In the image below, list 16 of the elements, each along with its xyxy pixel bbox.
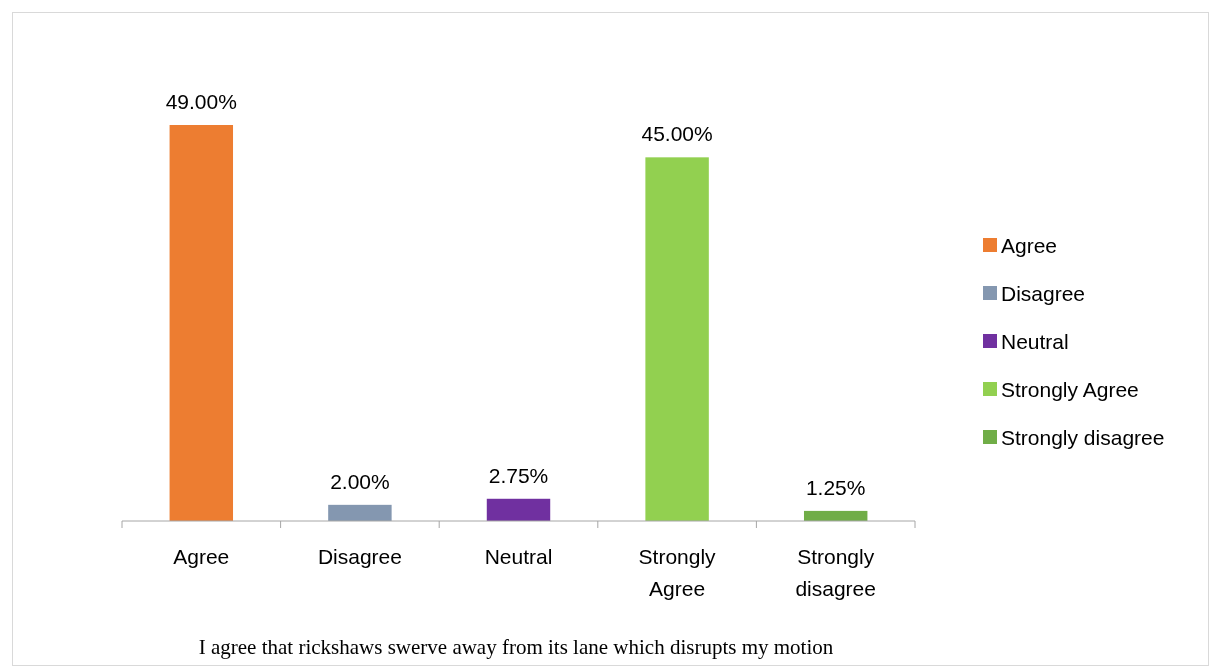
legend-label: Strongly Agree [1001, 378, 1139, 401]
data-label: 49.00% [165, 90, 237, 113]
data-label: 45.00% [641, 122, 713, 146]
x-tick-label: Agree [173, 545, 230, 568]
x-tick-label: Strongly Agree [638, 545, 717, 600]
x-tick-label: Disagree [317, 545, 402, 568]
x-tick-label: Neutral [484, 545, 553, 568]
legend-label: Disagree [1001, 282, 1086, 305]
x-tick-label: Strongly disagree [795, 545, 876, 600]
data-label: 2.75% [488, 463, 549, 487]
legend-label: Strongly disagree [1001, 426, 1165, 449]
text: I agree that rickshaws swerve away from its lane which disrupts my motion [198, 635, 834, 659]
data-label: 1.25% [805, 475, 866, 499]
legend-label: Neutral [1001, 330, 1069, 353]
legend-label: Agree [1001, 234, 1058, 257]
data-label: 2.00% [330, 469, 390, 493]
